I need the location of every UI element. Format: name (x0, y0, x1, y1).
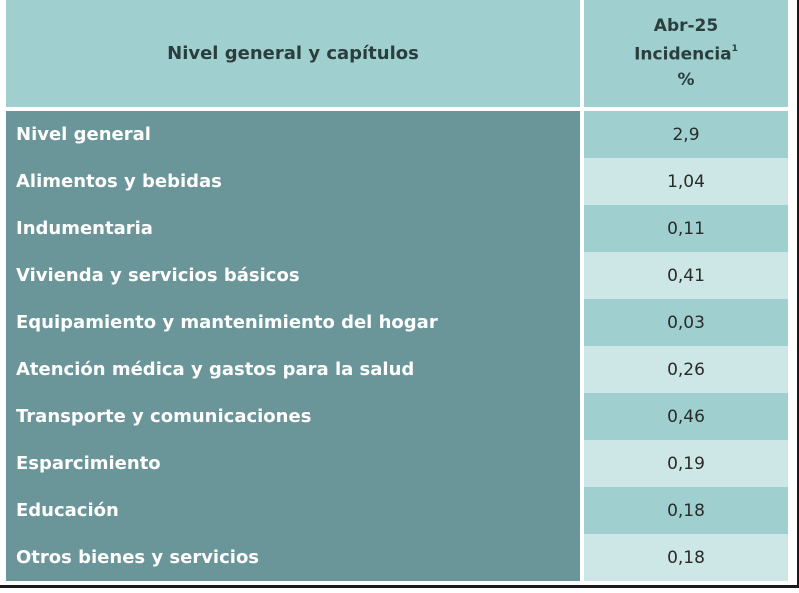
table-row: Equipamiento y mantenimiento del hogar 0… (6, 299, 788, 346)
row-label: Indumentaria (16, 218, 153, 239)
row-value: 0,18 (584, 487, 788, 534)
row-value: 0,19 (584, 440, 788, 487)
footnote-marker: 1 (731, 44, 738, 55)
header-unit: % (677, 69, 695, 90)
table-body: Nivel general 2,9 Alimentos y bebidas 1,… (6, 111, 788, 581)
row-label: Equipamiento y mantenimiento del hogar (16, 312, 438, 333)
table-row: Educación 0,18 (6, 487, 788, 534)
table-row: Atención médica y gastos para la salud 0… (6, 346, 788, 393)
table-row: Nivel general 2,9 (6, 111, 788, 158)
row-label: Otros bienes y servicios (16, 547, 260, 568)
row-label: Alimentos y bebidas (16, 171, 222, 192)
row-label: Educación (16, 500, 119, 521)
header-body-separator (6, 107, 788, 111)
table-row: Alimentos y bebidas 1,04 (6, 158, 788, 205)
header-period: Abr-25 (653, 16, 719, 37)
row-value: 0,46 (584, 393, 788, 440)
table-row: Transporte y comunicaciones 0,46 (6, 393, 788, 440)
row-label: Nivel general (16, 124, 151, 145)
row-value: 0,11 (584, 205, 788, 252)
label-column-bg (6, 111, 580, 581)
row-value: 0,26 (584, 346, 788, 393)
table-row: Vivienda y servicios básicos 0,41 (6, 252, 788, 299)
row-value: 0,03 (584, 299, 788, 346)
table-row: Otros bienes y servicios 0,18 (6, 534, 788, 581)
row-value: 0,18 (584, 534, 788, 581)
table-header: Nivel general y capítulos Abr-25 Inciden… (6, 0, 788, 107)
row-label: Vivienda y servicios básicos (16, 265, 300, 286)
header-incidence: Abr-25 Incidencia1 % (584, 0, 788, 107)
header-separator (580, 0, 584, 107)
row-value: 2,9 (584, 111, 788, 158)
row-value: 1,04 (584, 158, 788, 205)
row-label: Esparcimiento (16, 453, 161, 474)
row-label: Transporte y comunicaciones (16, 406, 312, 427)
table-row: Esparcimiento 0,19 (6, 440, 788, 487)
row-value: 0,41 (584, 252, 788, 299)
table-row: Indumentaria 0,11 (6, 205, 788, 252)
row-label: Atención médica y gastos para la salud (16, 359, 415, 380)
header-chapters: Nivel general y capítulos (167, 43, 419, 64)
header-incidence-label: Incidencia1 (634, 44, 738, 65)
